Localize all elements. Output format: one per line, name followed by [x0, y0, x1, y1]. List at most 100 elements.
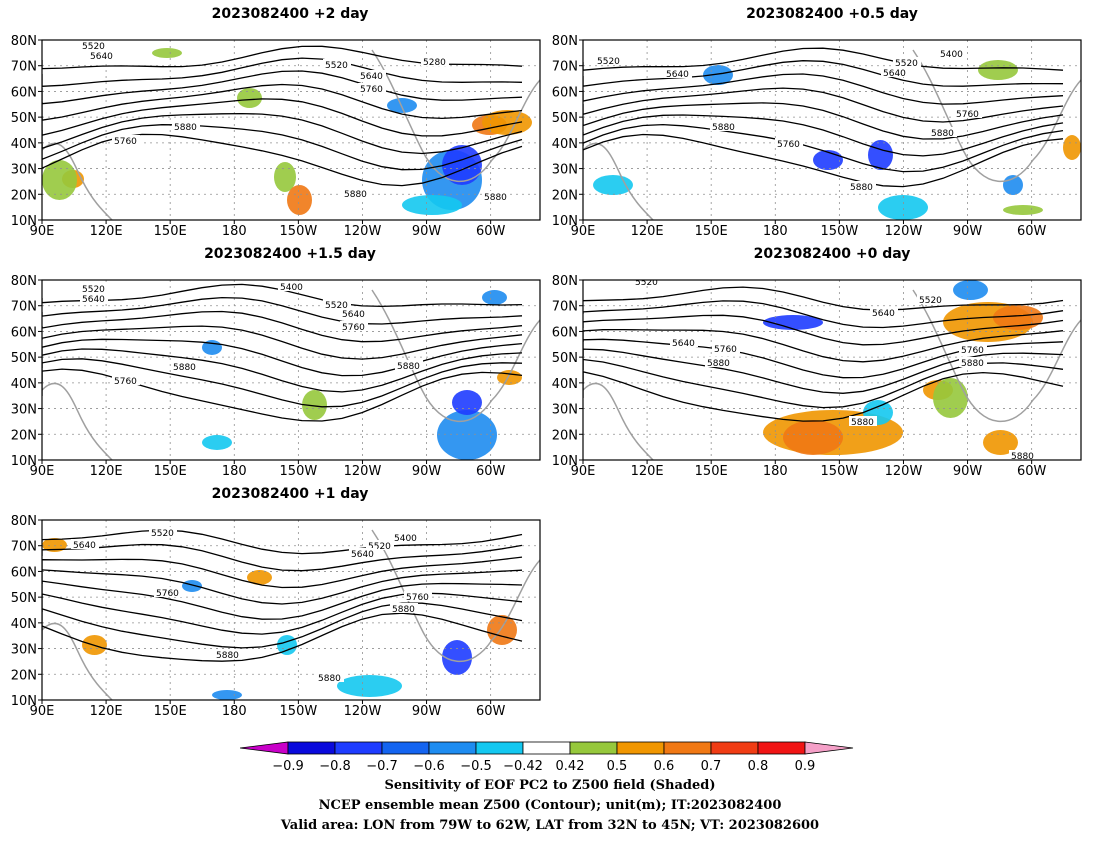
lat-label: 30N: [11, 163, 37, 178]
contour-label-bg: [342, 188, 370, 198]
z500-contour: [583, 300, 1064, 329]
sensitivity-shade: [497, 370, 522, 385]
contour-label: 5760: [956, 110, 979, 120]
lon-label: 120E: [90, 704, 123, 719]
lat-label: 20N: [552, 428, 578, 443]
contour-label: 5760: [156, 589, 179, 599]
lat-label: 40N: [552, 377, 578, 392]
contour-label-bg: [482, 191, 510, 201]
lon-label: 180: [763, 464, 788, 479]
contour-label-bg: [172, 121, 200, 131]
sensitivity-shade: [482, 110, 532, 135]
contour-label: 5640: [666, 70, 689, 80]
coastline-america: [912, 49, 1081, 183]
contour-label: 5520: [82, 42, 105, 52]
contour-label: 5760: [114, 377, 137, 387]
colorbar-tick-label: −0.5: [460, 759, 492, 774]
colorbar-box: [428, 741, 477, 755]
colorbar-right-arrow: [804, 741, 854, 755]
lon-label: 120E: [631, 464, 664, 479]
colorbar-tick-label: 0.8: [748, 759, 769, 774]
lon-label: 90E: [571, 224, 596, 239]
lon-label: 180: [222, 464, 247, 479]
contour-label-bg: [705, 357, 733, 367]
contour-label: 5520: [325, 301, 348, 311]
lon-label: 180: [763, 224, 788, 239]
contour-label: 5640: [360, 72, 383, 82]
lon-label: 60W: [1017, 464, 1047, 479]
contour-label: 5760: [360, 85, 383, 95]
contour-label-bg: [595, 55, 623, 65]
z500-contour: [42, 569, 523, 605]
lat-label: 60N: [11, 565, 37, 580]
z500-contour: [42, 310, 523, 343]
map-frame: [41, 279, 541, 461]
contour-label: 5280: [423, 58, 446, 68]
contour-label-bg: [112, 375, 140, 385]
lat-label: 30N: [552, 403, 578, 418]
contour-label: 5880: [173, 363, 196, 373]
map-svg: 5520564054005520564057605880576058805880…: [552, 34, 1082, 239]
sensitivity-shade: [402, 195, 462, 215]
sensitivity-shade: [933, 378, 968, 418]
z500-contour: [42, 602, 523, 649]
lat-label: 20N: [11, 428, 37, 443]
z500-contour: [583, 47, 1064, 71]
contour-label-bg: [278, 281, 306, 291]
contour-label-bg: [710, 121, 738, 131]
lon-label: 60W: [476, 224, 506, 239]
contour-label-bg: [1009, 450, 1037, 460]
lat-label: 10N: [11, 694, 37, 709]
z500-contour: [42, 358, 523, 408]
contour-label-bg: [938, 48, 966, 58]
sensitivity-shade: [813, 150, 843, 170]
sensitivity-shade: [763, 315, 823, 330]
lat-label: 20N: [552, 188, 578, 203]
sensitivity-shade: [42, 538, 67, 552]
colorbar-box: [710, 741, 759, 755]
contour-label-bg: [154, 587, 182, 597]
z500-contour: [583, 133, 1064, 188]
colorbar-left-arrow: [239, 741, 289, 755]
map-frame: [41, 519, 541, 701]
contour-label: 5880: [961, 359, 984, 369]
sensitivity-shade: [983, 430, 1018, 455]
sensitivity-shade: [202, 435, 232, 450]
z500-contour: [42, 124, 523, 171]
z500-contour: [583, 102, 1064, 140]
lon-label: 90W: [412, 704, 442, 719]
lat-label: 60N: [552, 85, 578, 100]
contour-label: 5880: [851, 418, 874, 428]
sensitivity-shade: [42, 160, 77, 200]
z500-contour: [583, 87, 1064, 123]
panel-title-p05: 2023082400 +0.5 day: [746, 6, 918, 22]
sensitivity-shade: [437, 410, 497, 460]
sensitivity-shade: [593, 175, 633, 195]
colorbar-tick-label: −0.7: [366, 759, 398, 774]
contour-label: 5880: [850, 183, 873, 193]
colorbar-box: [475, 741, 524, 755]
contour-label: 5520: [82, 285, 105, 295]
contour-label-bg: [149, 527, 177, 537]
sensitivity-shade: [1063, 135, 1081, 160]
contour-label: 5640: [82, 295, 105, 305]
contour-label-bg: [323, 299, 351, 309]
colorbar-box: [334, 741, 383, 755]
z500-contour: [42, 57, 523, 87]
colorbar-box: [381, 741, 430, 755]
map-frame: [582, 279, 1082, 461]
lon-label: 120W: [344, 464, 382, 479]
contour-label-bg: [112, 135, 140, 145]
lat-label: 80N: [11, 34, 37, 49]
contour-label-bg: [959, 344, 987, 354]
colorbar-tick-label: 0.5: [607, 759, 628, 774]
contour-label-bg: [959, 357, 987, 367]
contour-label-bg: [171, 361, 199, 371]
sensitivity-shade: [287, 185, 312, 215]
contour-label-bg: [870, 307, 898, 317]
caption-line-2: NCEP ensemble mean Z500 (Contour); unit(…: [318, 798, 782, 813]
